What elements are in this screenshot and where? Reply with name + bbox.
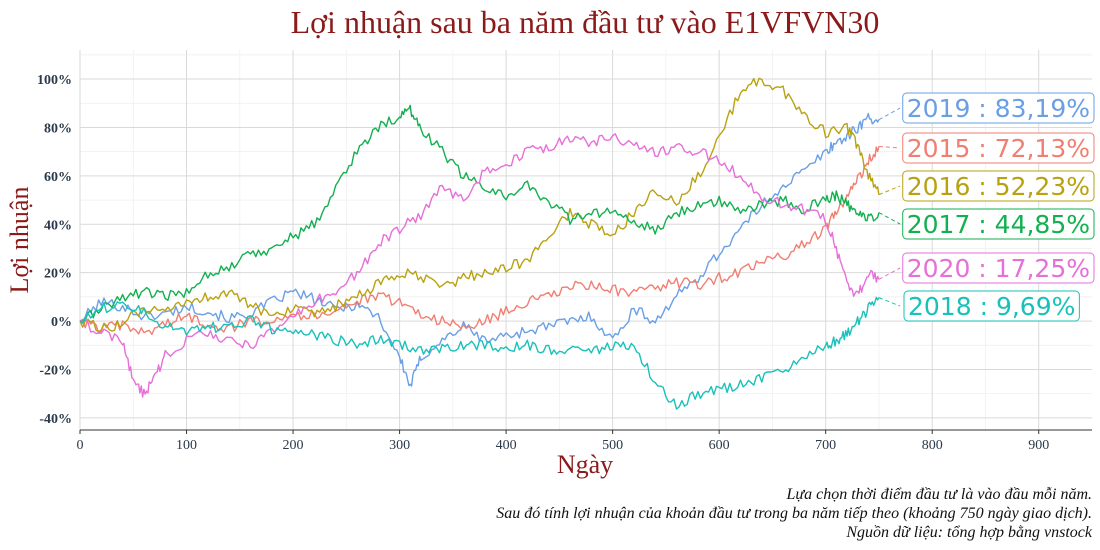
end-label-text: 2018 : 9,69% — [908, 292, 1075, 321]
end-label-text: 2016 : 52,23% — [907, 172, 1090, 201]
y-axis-title: Lợi nhuận — [5, 187, 34, 294]
series-lines — [79, 77, 880, 410]
end-labels: 2019 : 83,19% 2015 : 72,13% 2016 : 52,23% 2… — [878, 92, 1095, 322]
y-tick-label: 100% — [37, 73, 72, 88]
y-tick-label: 80% — [44, 121, 72, 136]
x-tick-label: 400 — [496, 438, 517, 453]
end-label-2019: 2019 : 83,19% — [902, 92, 1095, 124]
end-label-leader — [878, 297, 901, 307]
caption-line-3: Nguồn dữ liệu: tổng hợp bằng vnstock — [845, 524, 1093, 541]
x-tick-label: 300 — [389, 438, 410, 453]
x-tick-label: 100 — [176, 438, 197, 453]
x-tick-label: 800 — [922, 438, 943, 453]
y-tick-label: 0% — [51, 315, 72, 330]
x-tick-label: 700 — [815, 438, 836, 453]
y-tick-label: 20% — [44, 267, 72, 282]
end-label-leader — [878, 212, 901, 225]
x-axis-title: Ngày — [557, 450, 613, 479]
end-label-leader — [878, 107, 901, 121]
series-line-2019 — [80, 112, 880, 387]
end-label-2018: 2018 : 9,69% — [903, 290, 1080, 322]
end-label-text: 2015 : 72,13% — [907, 134, 1090, 163]
x-tick-label: 500 — [602, 438, 623, 453]
series-line-2018 — [79, 296, 880, 410]
x-axis-ticks: 0 100 200 300 400 500 600 700 800 900 — [77, 430, 1049, 453]
end-label-leader — [878, 146, 901, 149]
end-label-text: 2020 : 17,25% — [907, 254, 1090, 283]
series-line-2016 — [79, 77, 880, 333]
end-label-text: 2019 : 83,19% — [907, 94, 1090, 123]
y-tick-label: 40% — [44, 218, 72, 233]
caption-line-2: Sau đó tính lợi nhuận của khoản đầu tư t… — [496, 505, 1092, 522]
end-label-2016: 2016 : 52,23% — [902, 170, 1095, 202]
x-tick-label: 900 — [1028, 438, 1049, 453]
series-line-2017 — [79, 104, 880, 322]
caption-line-1: Lựa chọn thời điểm đầu tư là vào đầu mỗi… — [785, 486, 1092, 503]
end-label-2017: 2017 : 44,85% — [902, 208, 1095, 240]
end-label-2015: 2015 : 72,13% — [902, 132, 1095, 164]
end-label-2020: 2020 : 17,25% — [902, 252, 1095, 284]
x-tick-label: 200 — [283, 438, 304, 453]
x-tick-label: 600 — [709, 438, 730, 453]
y-tick-label: 60% — [44, 170, 72, 185]
series-line-2015 — [79, 146, 880, 336]
y-axis-ticks: -40% -20% 0% 20% 40% 60% 80% 100% — [37, 73, 72, 427]
y-tick-label: -40% — [39, 412, 72, 427]
end-label-leader — [878, 267, 901, 280]
series-line-2020 — [79, 133, 880, 398]
y-tick-label: -20% — [39, 363, 72, 378]
end-label-text: 2017 : 44,85% — [907, 210, 1090, 239]
x-tick-label: 0 — [77, 438, 84, 453]
end-label-leader — [878, 185, 901, 196]
chart-title: Lợi nhuận sau ba năm đầu tư vào E1VFVN30 — [291, 4, 880, 40]
